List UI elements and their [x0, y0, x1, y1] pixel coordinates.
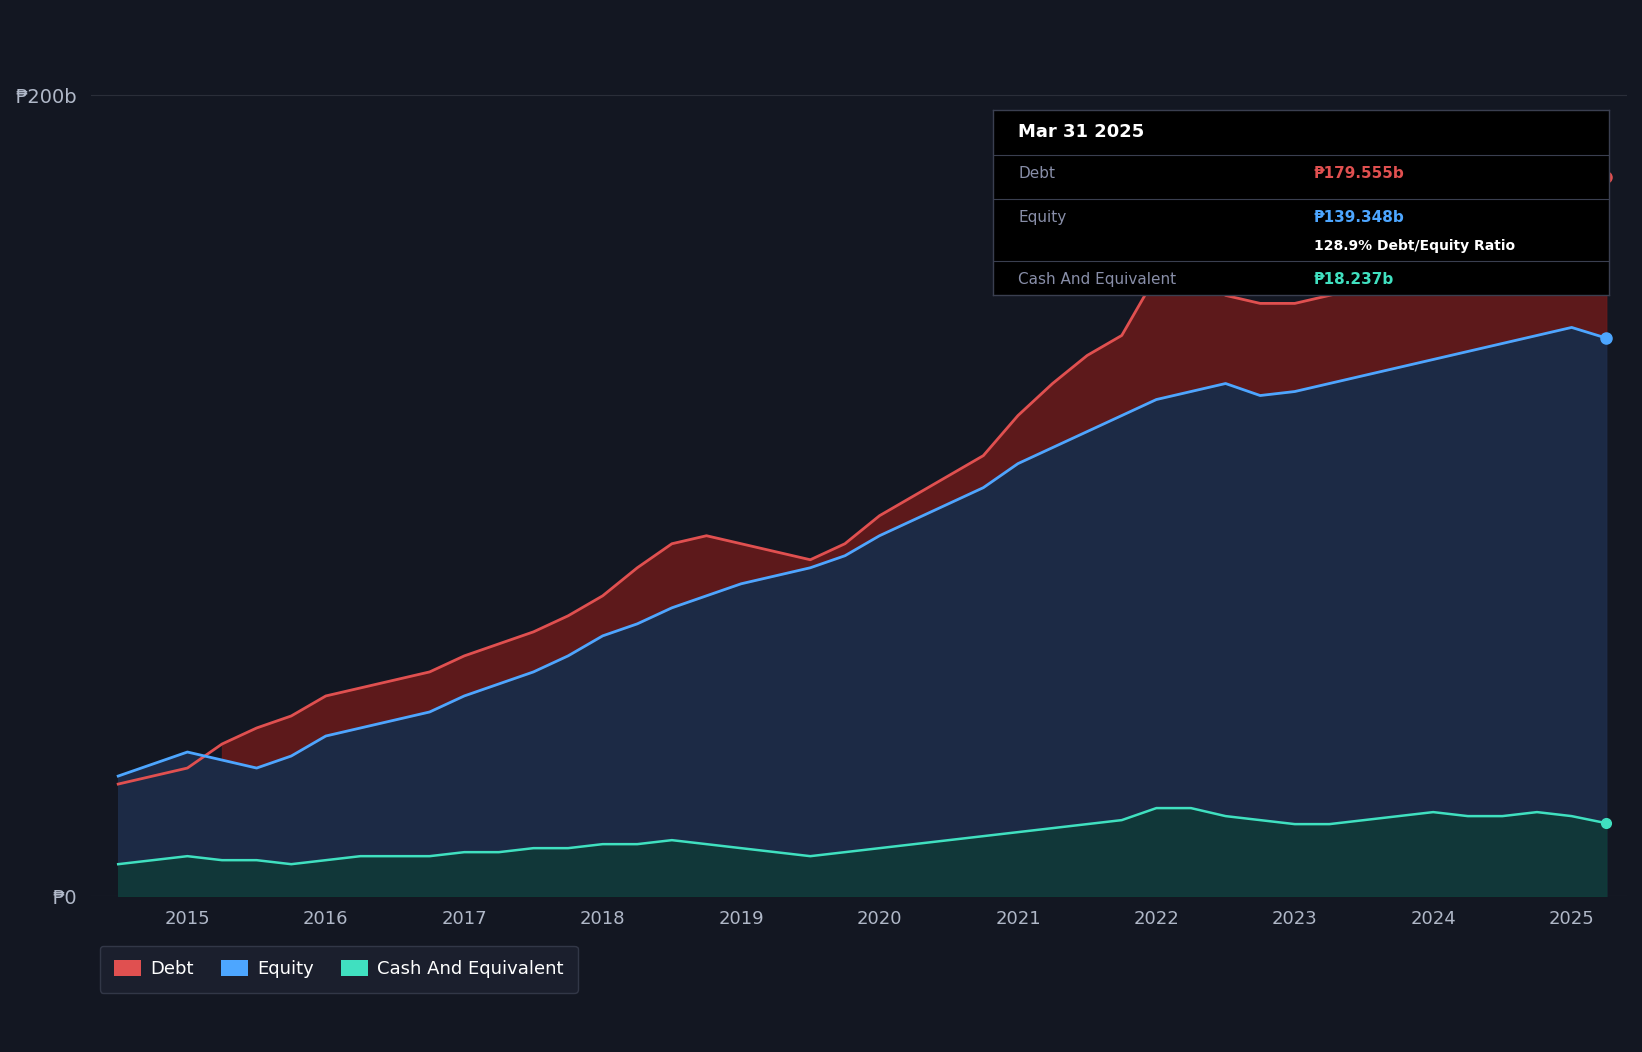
Text: Debt: Debt [1018, 166, 1056, 181]
Text: Mar 31 2025: Mar 31 2025 [1018, 123, 1144, 141]
Legend: Debt, Equity, Cash And Equivalent: Debt, Equity, Cash And Equivalent [100, 946, 578, 993]
Text: ₱18.237b: ₱18.237b [1314, 272, 1394, 287]
Text: Cash And Equivalent: Cash And Equivalent [1018, 272, 1176, 287]
Text: 128.9% Debt/Equity Ratio: 128.9% Debt/Equity Ratio [1314, 240, 1514, 254]
Text: ₱139.348b: ₱139.348b [1314, 210, 1404, 225]
Text: ₱179.555b: ₱179.555b [1314, 166, 1404, 181]
Text: Equity: Equity [1018, 210, 1066, 225]
